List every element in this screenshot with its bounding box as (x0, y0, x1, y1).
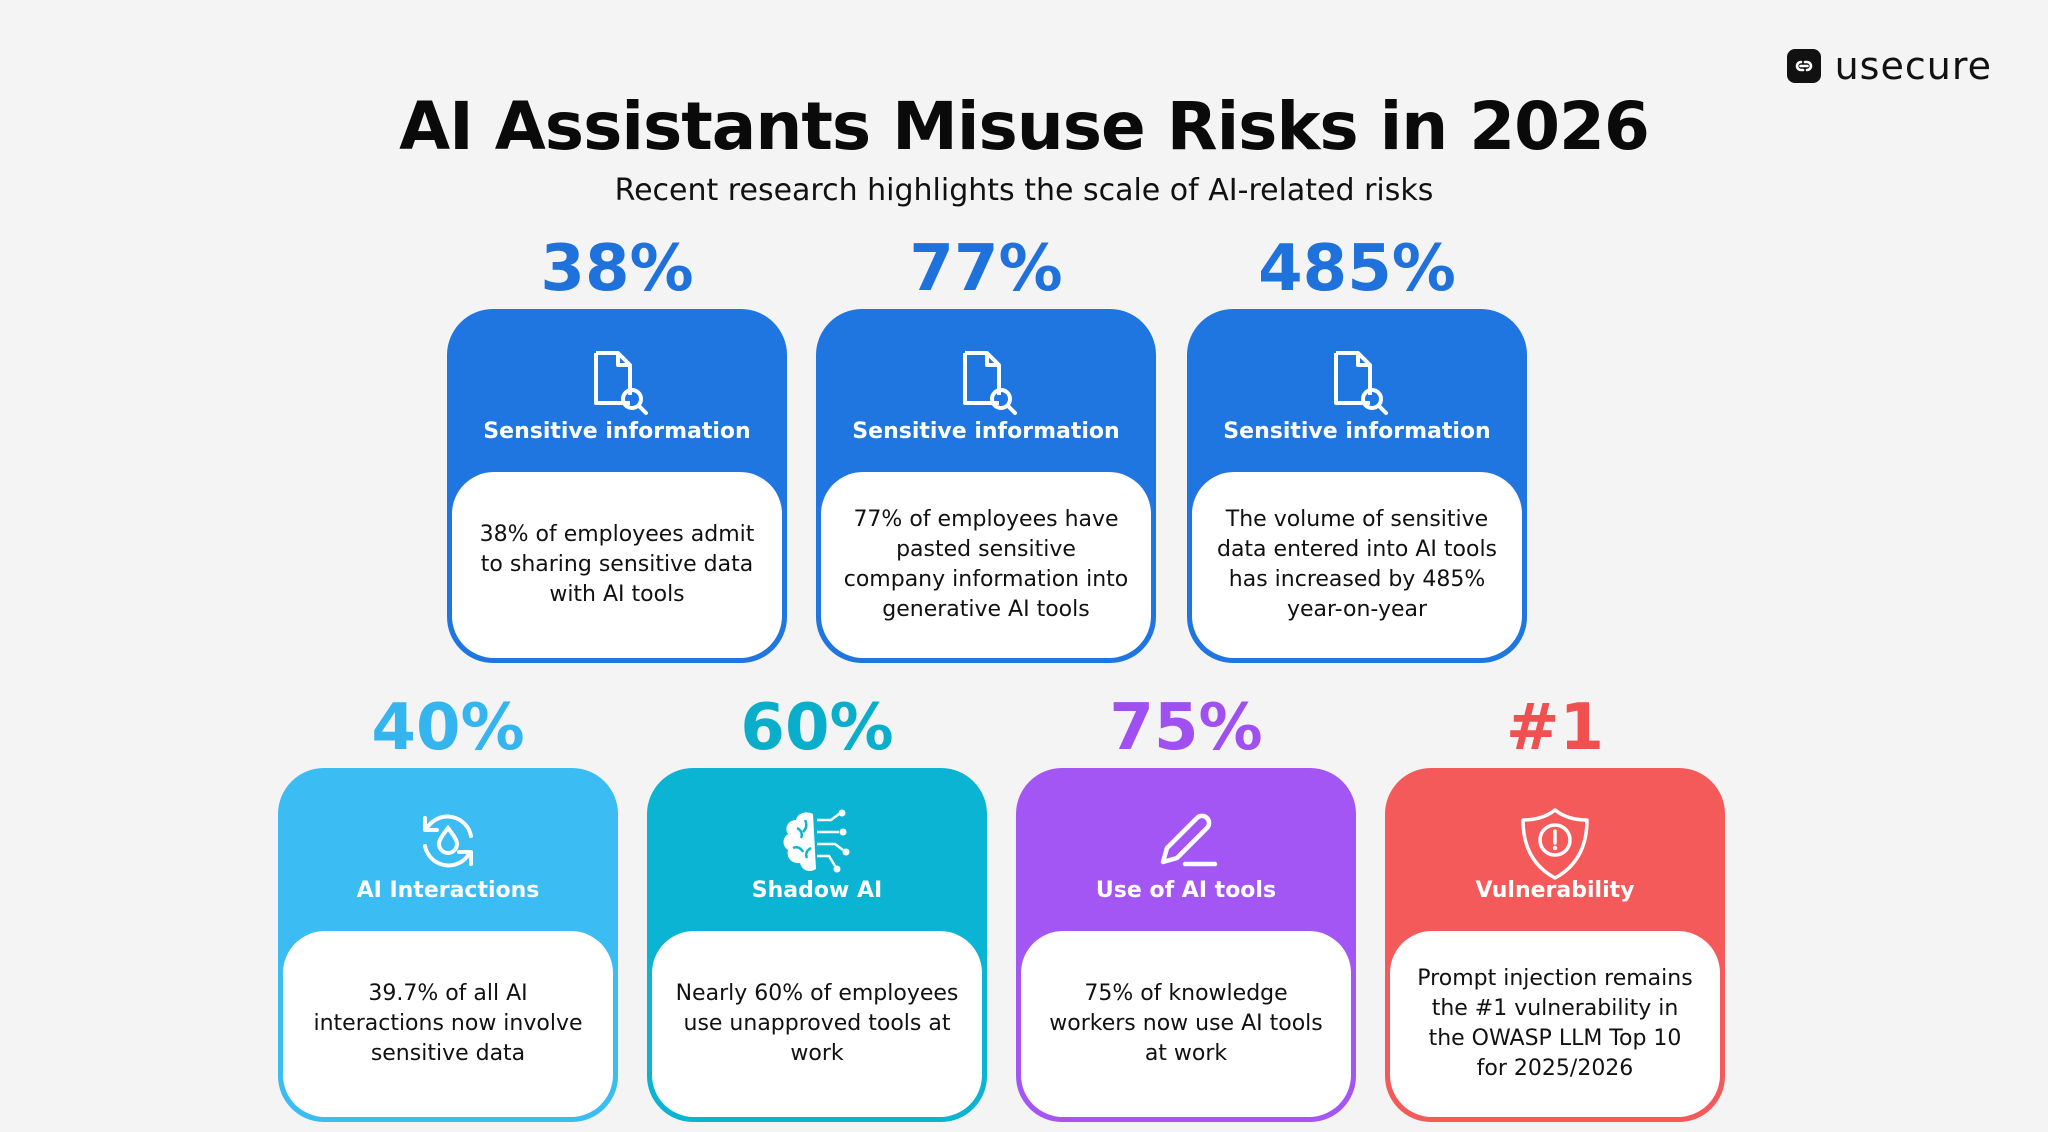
card-label: Shadow AI (751, 878, 883, 903)
card-panel: Prompt injection remains the #1 vulnerab… (1390, 931, 1720, 1117)
ai-brain-icon (647, 806, 987, 876)
card-text: The volume of sensitive data entered int… (1216, 507, 1498, 622)
card-label: Vulnerability (1475, 878, 1635, 903)
card-panel: 75% of knowledge workers now use AI tool… (1021, 931, 1351, 1117)
document-search-icon (816, 347, 1156, 417)
pencil-icon (1016, 806, 1356, 876)
card-box: AI Interactions 39.7% of all AI interact… (278, 768, 618, 1122)
card-text: Nearly 60% of employees use unapproved t… (675, 981, 959, 1066)
card-panel: 77% of employees have pasted sensitive c… (821, 472, 1151, 658)
card-label: Sensitive information (483, 419, 751, 444)
document-search-icon (447, 347, 787, 417)
card-text: 75% of knowledge workers now use AI tool… (1049, 981, 1323, 1066)
stat-value: 75% (1109, 691, 1263, 765)
brand-logo: usecure (1786, 44, 1992, 88)
card-box: Sensitive information 38% of employees a… (447, 309, 787, 663)
card-panel: The volume of sensitive data entered int… (1192, 472, 1522, 658)
stat-value: 38% (540, 232, 694, 306)
card-label: Use of AI tools (1095, 878, 1277, 903)
card-panel: 38% of employees admit to sharing sensit… (452, 472, 782, 658)
card-box: Sensitive information 77% of employees h… (816, 309, 1156, 663)
card-label: Sensitive information (852, 419, 1120, 444)
stat-value: 485% (1258, 232, 1456, 306)
card-label: Sensitive information (1223, 419, 1491, 444)
card-text: 38% of employees admit to sharing sensit… (479, 522, 755, 607)
document-search-icon (1187, 347, 1527, 417)
card-text: Prompt injection remains the #1 vulnerab… (1417, 966, 1693, 1081)
card-box: Sensitive information The volume of sens… (1187, 309, 1527, 663)
card-text: 39.7% of all AI interactions now involve… (313, 981, 583, 1066)
shield-alert-icon (1385, 806, 1725, 880)
stat-value: 40% (371, 691, 525, 765)
page-title: AI Assistants Misuse Risks in 2026 (399, 88, 1650, 165)
card-label: AI Interactions (356, 878, 540, 903)
link-icon (1786, 49, 1821, 83)
card-box: Vulnerability Prompt injection remains t… (1385, 768, 1725, 1122)
stat-value: 60% (740, 691, 894, 765)
card-panel: Nearly 60% of employees use unapproved t… (652, 931, 982, 1117)
card-box: Shadow AI Nearly 60% of employees use un… (647, 768, 987, 1122)
stat-value: 77% (909, 232, 1063, 306)
brand-name: usecure (1834, 44, 1992, 88)
page-subtitle: Recent research highlights the scale of … (614, 173, 1434, 208)
stat-value: #1 (1505, 691, 1605, 765)
card-panel: 39.7% of all AI interactions now involve… (283, 931, 613, 1117)
card-text: 77% of employees have pasted sensitive c… (843, 507, 1129, 622)
card-box: Use of AI tools 75% of knowledge workers… (1016, 768, 1356, 1122)
data-refresh-icon (278, 806, 618, 876)
